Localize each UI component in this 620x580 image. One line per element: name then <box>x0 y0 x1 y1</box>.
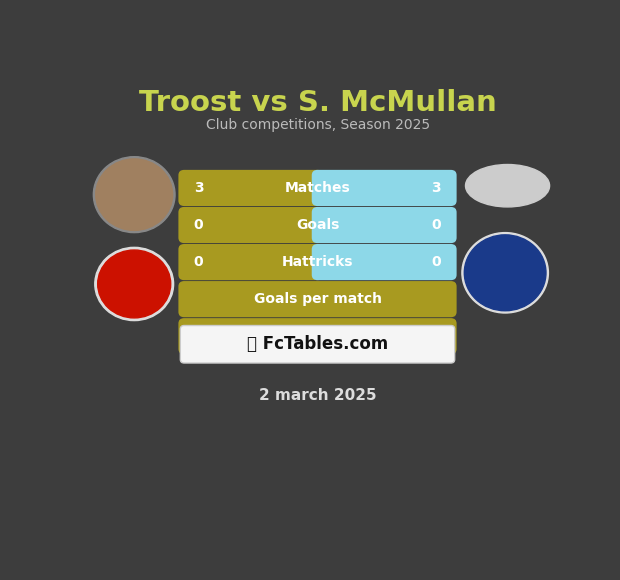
FancyBboxPatch shape <box>312 170 456 206</box>
Circle shape <box>94 157 175 233</box>
Text: 3: 3 <box>432 181 441 195</box>
FancyBboxPatch shape <box>179 170 323 206</box>
Text: 0: 0 <box>194 218 203 232</box>
Bar <box>317 170 329 206</box>
Text: Club competitions, Season 2025: Club competitions, Season 2025 <box>206 118 430 132</box>
Circle shape <box>464 235 546 311</box>
Text: Hattricks: Hattricks <box>281 255 353 269</box>
Circle shape <box>98 250 170 318</box>
Circle shape <box>462 233 548 313</box>
Bar <box>317 244 329 280</box>
Bar <box>306 244 318 280</box>
Text: Goals per match: Goals per match <box>254 292 381 306</box>
FancyBboxPatch shape <box>180 325 454 363</box>
Bar <box>306 170 318 206</box>
Text: Matches: Matches <box>285 181 350 195</box>
Text:  FcTables.com:  FcTables.com <box>247 335 388 353</box>
Circle shape <box>95 159 172 230</box>
FancyBboxPatch shape <box>179 318 456 354</box>
Circle shape <box>95 247 174 321</box>
FancyBboxPatch shape <box>179 281 456 317</box>
Text: 2 march 2025: 2 march 2025 <box>259 388 376 403</box>
FancyBboxPatch shape <box>179 207 323 243</box>
Text: 0: 0 <box>194 255 203 269</box>
Ellipse shape <box>466 165 549 207</box>
Text: Goals: Goals <box>296 218 339 232</box>
Bar <box>317 207 329 243</box>
Text: 0: 0 <box>432 218 441 232</box>
Text: Min per goal: Min per goal <box>268 329 366 343</box>
Text: 0: 0 <box>432 255 441 269</box>
FancyBboxPatch shape <box>312 244 456 280</box>
Bar <box>306 207 318 243</box>
Text: Troost vs S. McMullan: Troost vs S. McMullan <box>139 89 497 117</box>
Text: 3: 3 <box>194 181 203 195</box>
FancyBboxPatch shape <box>312 207 456 243</box>
FancyBboxPatch shape <box>179 244 323 280</box>
